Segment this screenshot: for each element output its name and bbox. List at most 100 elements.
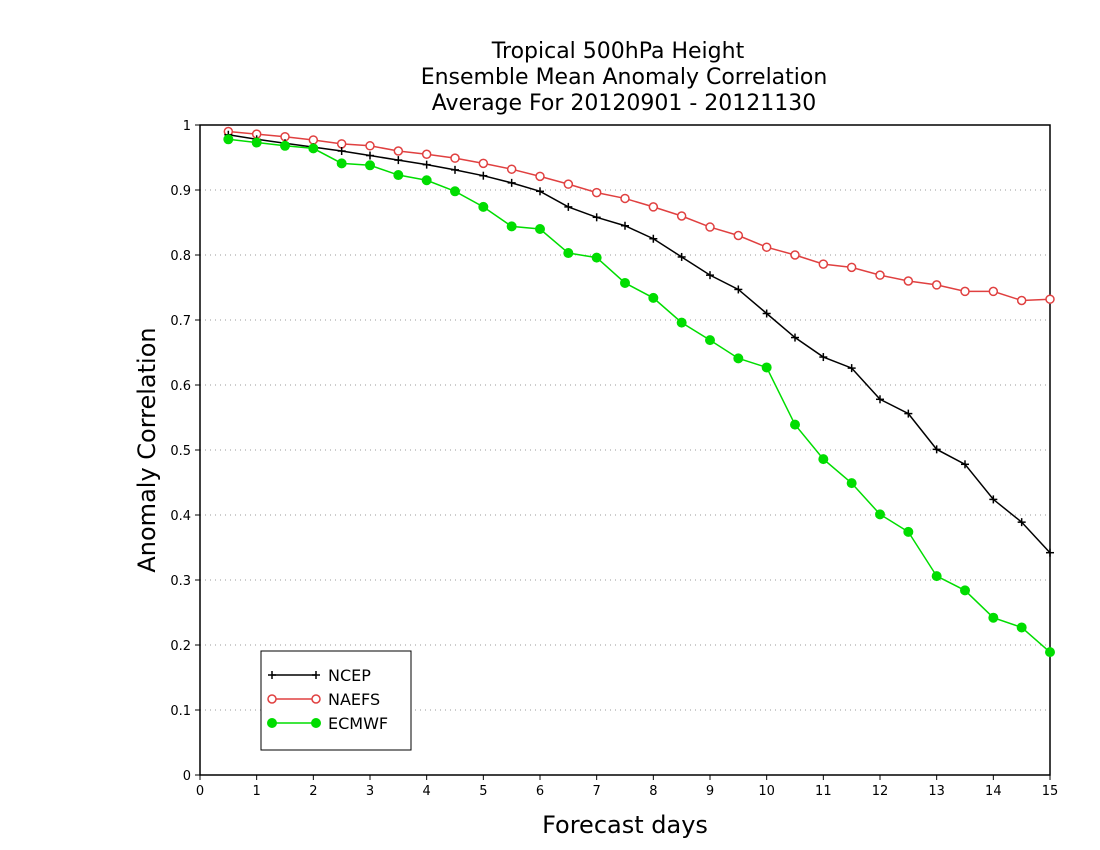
series-ecmwf-point [960,585,970,596]
series-ncep-point [847,364,856,373]
legend-marker [311,694,321,704]
series-ecmwf-point [903,526,914,537]
series-naefs-point [365,141,375,151]
series-ecmwf-point [450,186,460,197]
series-naefs-point [818,259,829,269]
x-tick-label: 7 [593,784,601,799]
series-ecmwf-point [223,134,234,145]
series-ncep-point [1017,518,1026,527]
series-ncep-point [677,252,686,261]
series-naefs-point [903,276,914,286]
series-ecmwf-point [393,170,404,181]
series-naefs-point [506,164,517,174]
series-ncep-point [394,156,403,165]
series-ncep-point [791,333,799,342]
series-naefs-point [620,193,630,204]
series-naefs-point [393,146,404,156]
series-ncep-point [734,285,743,294]
series-ecmwf-point [280,140,290,151]
legend-label: ECMWF [328,714,388,733]
x-tick-label: 11 [815,784,832,799]
series-ecmwf-point [591,252,602,263]
y-tick-label: 0.9 [170,184,191,199]
series-naefs-point [563,179,574,189]
series-ncep-point [564,202,573,211]
chart-title: Tropical 500hPa Height Ensemble Mean Ano… [421,39,828,116]
series-ecmwf-point [733,353,744,364]
series-ncep-point [706,271,714,280]
y-tick-label: 0.2 [170,639,191,654]
series-ecmwf-point [308,143,319,154]
series-ecmwf-point [563,248,574,259]
title-line-2: Ensemble Mean Anomaly Correlation [421,65,828,90]
series-ecmwf-point [988,612,999,623]
x-tick-label: 8 [649,784,657,799]
x-tick-label: 4 [423,784,431,799]
x-tick-label: 0 [196,784,204,799]
series-ecmwf-point [620,277,630,288]
series-ncep [224,130,1054,557]
legend-label: NAEFS [328,690,380,709]
series-naefs-point [733,230,744,241]
series-naefs-point [846,262,857,273]
legend-item-ncep: NCEP [268,666,371,685]
y-tick-label: 0.7 [170,314,191,329]
y-axis-label: Anomaly Correlation [133,327,161,572]
series-naefs-point [478,158,489,169]
series-ecmwf-point [676,317,687,328]
series-ecmwf-point [790,419,800,430]
series-naefs-point [676,211,687,221]
legend-marker [267,694,277,704]
series-ncep-point [366,151,374,160]
series-naefs-point [875,270,885,280]
series-ecmwf-line [228,138,1051,653]
x-tick-label: 2 [309,784,317,799]
x-tick-label: 13 [928,784,945,799]
x-tick-label: 10 [758,784,775,799]
series-naefs-point [421,149,432,159]
series-naefs-point [1045,294,1055,304]
series-ecmwf-point [761,362,772,373]
y-tick-label: 0.3 [170,574,191,589]
series-naefs-point [1016,295,1027,306]
series-ncep-point [876,395,884,404]
series-ncep-point [621,221,629,230]
series-ncep-point [479,171,488,180]
legend-marker [267,718,277,728]
series-naefs-line [228,130,1051,302]
series-ecmwf-point [818,454,829,465]
series-naefs-point [960,286,970,297]
series-ncep-point [961,460,969,469]
series-ncep-point [507,178,516,187]
series-ncep-point [932,445,941,454]
series-ecmwf-point [535,224,545,234]
series-naefs-point [790,250,800,260]
series-ecmwf-point [1016,622,1027,633]
y-tick-label: 1 [183,119,191,134]
series-ecmwf-point [875,509,885,520]
series-ecmwf-point [846,478,857,489]
gridlines [200,189,1050,711]
y-tick-label: 0.6 [170,379,191,394]
title-line-1: Tropical 500hPa Height [491,39,745,64]
series-ncep-point [989,495,998,504]
series-naefs-point [336,139,347,149]
series-ncep-point [1046,548,1054,557]
x-tick-label: 6 [536,784,544,799]
series-naefs-point [705,222,715,232]
x-tick-label: 15 [1042,784,1059,799]
series-naefs-point [308,135,319,145]
x-axis: 0 1 2 3 4 5 6 7 8 9 10 11 12 13 14 15 [196,775,1058,799]
y-tick-label: 0.5 [170,444,191,459]
series-ecmwf-point [648,292,659,303]
series-ncep-line [228,134,1051,554]
series-naefs-point [931,280,942,290]
series-ncep-point [762,309,771,318]
series-layer [223,126,1055,658]
y-tick-label: 0.1 [170,704,191,719]
series-ecmwf-point [506,221,517,232]
series-naefs-point [535,171,545,182]
legend-label: NCEP [328,666,371,685]
series-ncep-point [649,234,658,243]
